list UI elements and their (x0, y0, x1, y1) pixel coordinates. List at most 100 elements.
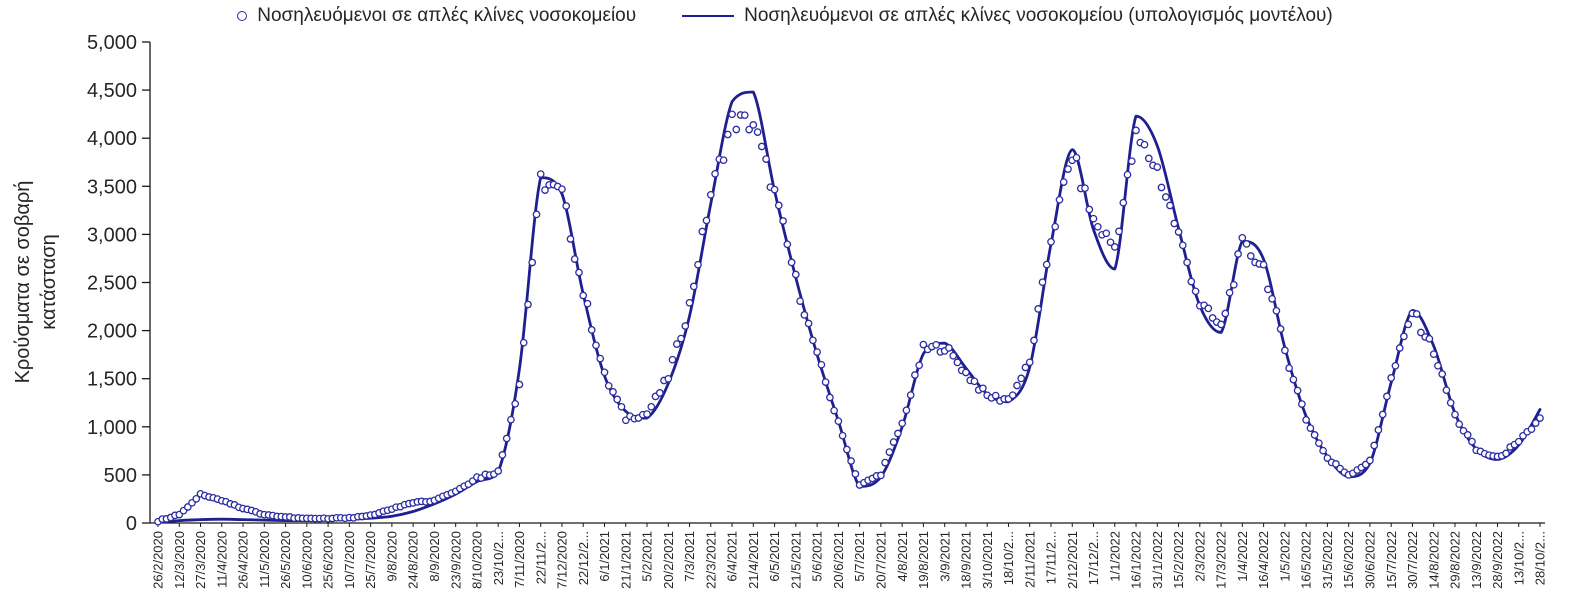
x-tick-label: 6/1/2021 (597, 531, 612, 582)
scatter-point (783, 240, 792, 249)
scatter-point (1234, 250, 1242, 258)
x-tick-label: 17/12/2... (1086, 531, 1101, 585)
scatter-point (991, 391, 1000, 400)
x-tick-label: 18/10/2... (1001, 531, 1016, 585)
scatter-point (804, 319, 813, 328)
scatter-point (1281, 346, 1289, 355)
scatter-point (809, 336, 817, 345)
scatter-point (515, 380, 524, 389)
scatter-point (843, 445, 851, 454)
x-tick-label: 5/6/2021 (810, 531, 825, 582)
scatter-point (821, 378, 830, 386)
scatter-point (1030, 336, 1038, 345)
x-tick-label: 20/6/2021 (831, 531, 846, 589)
scatter-point (1187, 277, 1196, 286)
scatter-point (681, 322, 690, 330)
x-tick-label: 15/2/2022 (1171, 531, 1186, 589)
x-tick-label: 29/8/2022 (1448, 531, 1463, 589)
x-tick-label: 28/9/2022 (1490, 531, 1505, 589)
y-tick-label: 4,000 (87, 128, 137, 150)
x-tick-label: 21/4/2021 (746, 531, 761, 589)
scatter-point (1089, 214, 1098, 223)
scatter-point (1238, 233, 1247, 242)
y-tick-label: 500 (104, 465, 137, 487)
scatter-point (898, 419, 907, 428)
scatter-point (706, 190, 715, 199)
scatter-point (1123, 170, 1132, 179)
model-line (156, 90, 1542, 524)
x-tick-label: 26/5/2020 (278, 531, 293, 589)
scatter-point (558, 185, 566, 194)
x-tick-label: 22/11/2... (533, 531, 548, 584)
scatter-point (1157, 183, 1166, 192)
scatter-point (1468, 437, 1476, 446)
x-tick-label: 20/7/2021 (873, 531, 888, 589)
x-tick-label: 8/9/2020 (427, 531, 442, 582)
scatter-point (1451, 410, 1459, 419)
scatter-point (1455, 420, 1464, 429)
y-tick-label: 1,500 (87, 369, 137, 391)
scatter-point (1374, 426, 1383, 434)
scatter-point (698, 227, 707, 236)
scatter-point (1229, 280, 1238, 289)
legend-item-observed: Νοσηλευόμενοι σε απλές κλίνες νοσοκομείο… (237, 5, 636, 27)
scatter-point (677, 334, 685, 343)
legend-item-model: Νοσηλευόμενοι σε απλές κλίνες νοσοκομείο… (682, 5, 1333, 27)
scatter-point (1127, 157, 1136, 166)
scatter-point (1310, 431, 1319, 439)
scatter-point (596, 354, 605, 363)
x-tick-label: 2/3/2022 (1192, 531, 1207, 582)
scatter-point (1034, 305, 1043, 313)
x-tick-label: 27/3/2020 (193, 531, 208, 589)
scatter-point (826, 393, 834, 402)
scatter-point (1110, 243, 1119, 251)
scatter-point (1264, 285, 1272, 294)
scatter-point (1268, 294, 1276, 303)
scatter-point (749, 121, 758, 129)
x-tick-label: 3/9/2021 (937, 531, 952, 582)
y-tick-label: 1,000 (87, 417, 137, 439)
scatter-point (1081, 184, 1089, 193)
scatter-point (583, 299, 592, 308)
scatter-point (592, 341, 600, 350)
y-tick-label: 3,500 (87, 176, 137, 198)
scatter-point (962, 368, 970, 377)
scatter-point (1391, 361, 1400, 370)
scatter-point (1429, 350, 1438, 359)
scatter-point (894, 429, 902, 438)
scatter-point (834, 417, 843, 426)
scatter-point (1140, 140, 1149, 149)
y-tick-label: 3,000 (87, 224, 137, 246)
scatter-point (507, 415, 515, 424)
scatter-point (1319, 446, 1327, 455)
x-tick-label: 1/5/2022 (1277, 531, 1292, 582)
scatter-point (1370, 441, 1379, 450)
scatter-point (1395, 344, 1404, 352)
scatter-point (851, 470, 860, 478)
scatter-point (566, 235, 575, 243)
x-tick-label: 6/4/2021 (725, 531, 740, 582)
scatter-point (498, 451, 507, 459)
scatter-point (1072, 153, 1081, 162)
scatter-point (689, 282, 698, 291)
x-tick-label: 30/7/2022 (1405, 531, 1420, 589)
scatter-point (587, 326, 596, 334)
scatter-point (791, 270, 800, 279)
scatter-point (1119, 198, 1128, 207)
scatter-point (796, 297, 804, 306)
scatter-point (757, 142, 766, 151)
x-tick-label: 23/9/2020 (448, 531, 463, 589)
x-tick-label: 23/10/2... (491, 531, 506, 585)
x-tick-label: 16/5/2022 (1299, 531, 1314, 589)
chart-legend: Νοσηλευόμενοι σε απλές κλίνες νοσοκομείο… (0, 5, 1570, 27)
scatter-point (1404, 320, 1413, 329)
y-tick-label: 0 (126, 513, 137, 535)
scatter-point (1183, 258, 1191, 267)
x-tick-label: 26/4/2020 (236, 531, 251, 589)
scatter-point (1225, 288, 1234, 297)
open-circle-marker-icon (237, 11, 248, 21)
x-tick-label: 16/4/2022 (1256, 531, 1271, 589)
scatter-point (881, 458, 889, 467)
scatter-point (740, 111, 749, 120)
